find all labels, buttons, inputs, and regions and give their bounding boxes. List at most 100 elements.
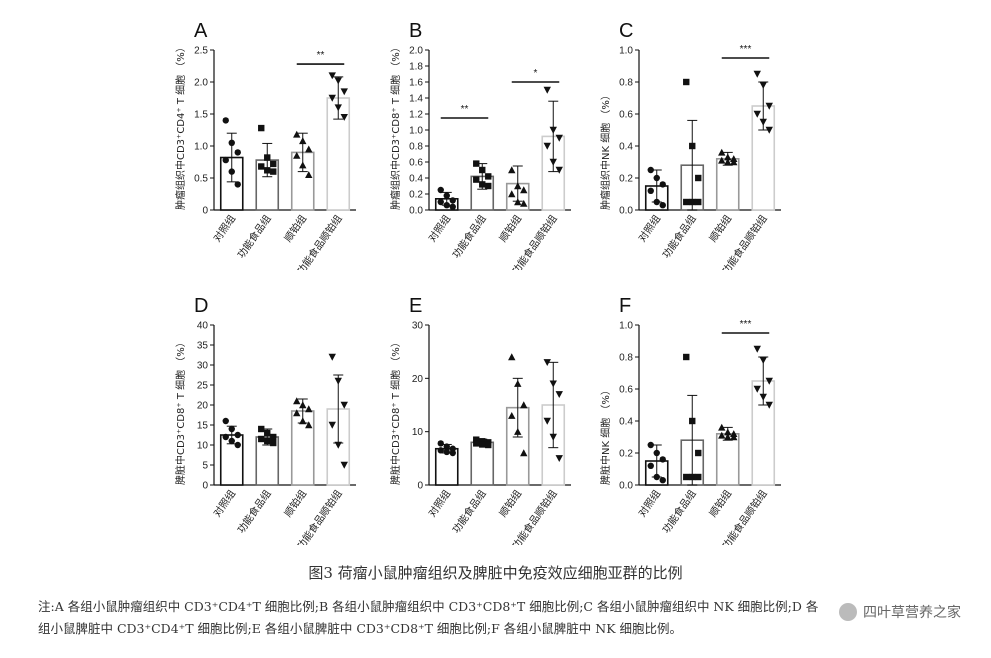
data-point — [228, 425, 235, 433]
x-tick-label: 功能食品组 — [659, 487, 698, 535]
data-point — [718, 423, 726, 431]
data-point — [765, 377, 773, 385]
data-point — [647, 462, 654, 469]
data-point — [689, 473, 696, 481]
data-point — [543, 417, 551, 425]
data-point — [718, 148, 726, 156]
data-point — [264, 429, 271, 437]
data-point — [479, 181, 486, 188]
y-tick-label: 40 — [197, 321, 209, 332]
data-point — [555, 391, 563, 399]
data-point — [659, 477, 666, 484]
data-point — [328, 421, 336, 429]
y-tick-label: 2.0 — [409, 46, 423, 57]
data-point — [759, 118, 767, 126]
data-point — [765, 126, 773, 134]
figure-note-line-2: 组小鼠脾脏中 CD3⁺CD4⁺T 细胞比例;E 各组小鼠脾脏中 CD3⁺CD8⁺… — [38, 621, 683, 636]
data-point — [485, 441, 492, 449]
data-point — [449, 203, 456, 210]
data-point — [437, 186, 444, 194]
data-point — [514, 198, 522, 206]
y-tick-label: 15 — [197, 421, 209, 432]
data-point — [759, 82, 767, 89]
x-tick-label: 功能食品组 — [449, 487, 488, 535]
y-tick-label: 0.6 — [619, 110, 633, 121]
data-point — [270, 439, 277, 447]
data-point — [305, 421, 313, 429]
chart-panel-c: 0.0 0.2 0.4 0.6 0.8 1.0 对照组 功能食品组 顺铂组 功能食品顺铂组 *** C… — [595, 20, 785, 270]
data-point — [647, 441, 654, 449]
significance-label: ** — [461, 104, 469, 115]
data-point — [724, 428, 732, 436]
x-tick-label: 对照组 — [635, 212, 663, 244]
data-point — [653, 174, 660, 182]
data-point — [543, 359, 551, 367]
x-tick-label: 顺铂组 — [706, 487, 734, 519]
data-point — [753, 110, 761, 118]
data-point — [340, 461, 348, 469]
data-point — [222, 433, 229, 441]
x-tick-label: 对照组 — [425, 212, 453, 244]
data-point — [759, 357, 767, 364]
data-point — [228, 139, 235, 146]
y-tick-label: 0.8 — [619, 78, 633, 89]
data-point — [234, 181, 241, 188]
y-axis-label: 脾脏中CD3⁺CD8⁺ T 细胞 （%） — [391, 337, 402, 485]
y-tick-label: 0.6 — [409, 158, 423, 169]
y-tick-label: 0.6 — [619, 385, 633, 396]
bar — [715, 433, 740, 486]
figure-caption: 图3 荷瘤小鼠肿瘤组织及脾脏中免疫效应细胞亚群的比例 — [308, 564, 683, 582]
data-point — [473, 436, 480, 443]
data-point — [689, 142, 696, 150]
x-tick-label: 顺铂组 — [281, 487, 309, 519]
data-point — [549, 380, 557, 388]
data-point — [543, 142, 551, 150]
data-point — [258, 435, 265, 443]
data-point — [753, 385, 761, 393]
y-axis-label: 肿瘤组织中CD3⁺CD4⁺ T 细胞 （%） — [176, 42, 187, 210]
chart-panel-d: 0 5 10 15 20 25 30 35 40 对照组 功能食品组 顺铂组 功能食品顺铂组 D 脾脏中CD… — [170, 295, 360, 545]
data-point — [299, 137, 307, 145]
data-point — [549, 158, 557, 166]
data-point — [449, 197, 456, 204]
y-tick-label: 5 — [202, 461, 208, 472]
chart-panel-a: 0 0.5 1.0 1.5 2.0 2.5 对照组 功能食品组 顺铂组 功能食品顺铂组 ** A 肿瘤组… — [170, 20, 360, 270]
data-point — [718, 431, 726, 439]
data-point — [437, 198, 444, 206]
data-point — [340, 88, 348, 96]
x-tick-label: 顺铂组 — [496, 487, 524, 519]
data-point — [328, 353, 336, 361]
chart-panel-b: 0.0 0.2 0.4 0.6 0.8 1.0 1.2 1.4 1.6 1.8 2.0 对照组 功能食品… — [385, 20, 575, 270]
y-tick-label: 0 — [417, 481, 423, 492]
data-point — [305, 171, 313, 178]
data-point — [340, 114, 348, 121]
y-tick-label: 30 — [412, 321, 424, 332]
y-tick-label: 35 — [197, 341, 209, 352]
data-point — [683, 78, 690, 86]
data-point — [485, 173, 492, 180]
y-tick-label: 0.2 — [619, 174, 633, 185]
data-point — [514, 379, 522, 387]
data-point — [228, 437, 235, 445]
data-point — [659, 181, 666, 188]
data-point — [443, 202, 450, 209]
data-point — [264, 167, 271, 174]
data-point — [759, 393, 767, 401]
y-tick-label: 10 — [197, 441, 209, 452]
data-point — [730, 158, 738, 166]
data-point — [753, 345, 761, 353]
data-point — [695, 449, 702, 457]
y-tick-label: 1.8 — [409, 62, 423, 73]
data-point — [270, 433, 277, 441]
panel-letter: C — [619, 20, 634, 42]
significance-label: *** — [740, 44, 752, 55]
y-tick-label: 0.4 — [409, 174, 423, 185]
y-tick-label: 1.0 — [194, 142, 208, 153]
y-tick-label: 0.4 — [619, 142, 633, 153]
data-point — [437, 440, 444, 447]
data-point — [340, 401, 348, 409]
data-point — [334, 377, 342, 385]
y-tick-label: 1.5 — [194, 110, 208, 121]
